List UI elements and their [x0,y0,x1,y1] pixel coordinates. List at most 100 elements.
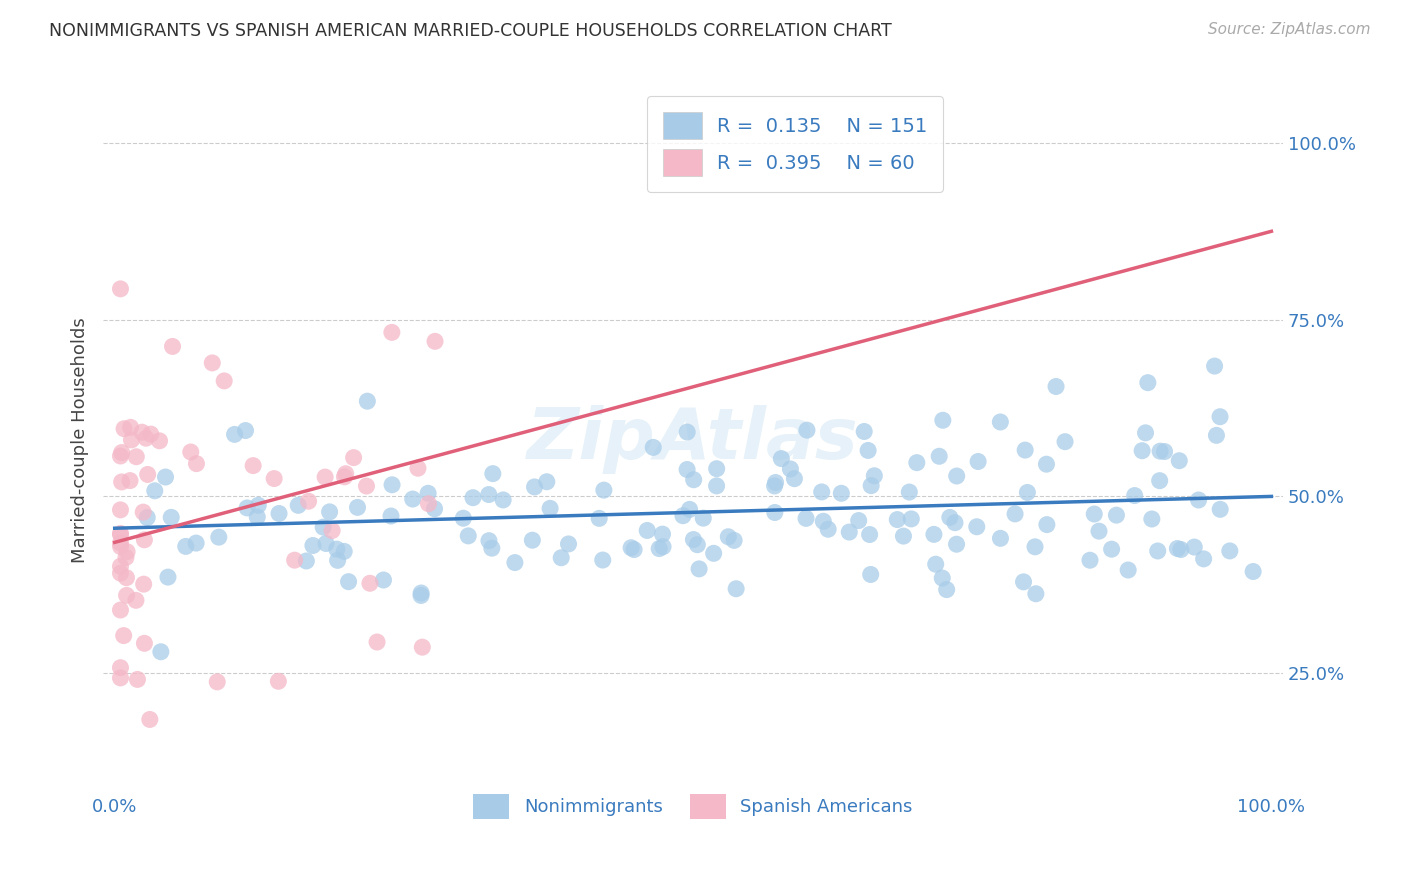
Point [115,571,138,585]
Point [863,468,886,483]
Point [1219,544,1241,558]
Point [723,533,745,548]
Point [118,474,141,488]
Point [492,492,515,507]
Point [120,433,142,447]
Point [333,470,356,484]
Point [110,566,132,581]
Point [1209,409,1232,424]
Point [898,485,921,500]
Point [174,540,197,554]
Point [247,498,270,512]
Point [457,529,479,543]
Point [224,427,246,442]
Point [651,527,673,541]
Point [648,541,671,556]
Point [110,282,132,296]
Point [326,553,349,567]
Point [267,674,290,689]
Point [783,472,806,486]
Point [136,510,159,524]
Point [201,356,224,370]
Text: Source: ZipAtlas.com: Source: ZipAtlas.com [1208,22,1371,37]
Point [110,527,132,541]
Point [267,507,290,521]
Point [423,501,446,516]
Point [208,530,231,544]
Point [1083,507,1105,521]
Point [346,500,368,515]
Point [263,472,285,486]
Point [706,479,728,493]
Point [922,527,945,541]
Point [149,645,172,659]
Point [1205,428,1227,442]
Point [1209,502,1232,516]
Point [110,603,132,617]
Point [337,574,360,589]
Point [184,536,207,550]
Point [131,425,153,440]
Point [186,457,208,471]
Point [125,593,148,607]
Point [380,508,402,523]
Point [886,512,908,526]
Point [321,524,343,538]
Point [1054,434,1077,449]
Point [1166,541,1188,556]
Point [110,449,132,463]
Point [1004,507,1026,521]
Point [763,506,786,520]
Point [406,461,429,475]
Text: ZipAtlas: ZipAtlas [527,405,859,475]
Point [817,522,839,536]
Point [284,553,307,567]
Point [359,576,381,591]
Point [235,424,257,438]
Point [411,586,433,600]
Point [523,480,546,494]
Point [931,571,953,585]
Point [481,541,503,556]
Point [418,497,440,511]
Point [139,713,162,727]
Point [135,431,157,445]
Point [1136,376,1159,390]
Point [110,540,132,554]
Point [725,582,748,596]
Point [813,514,835,528]
Point [557,537,579,551]
Point [779,462,801,476]
Point [478,487,501,501]
Point [592,553,614,567]
Point [1088,524,1111,538]
Point [859,527,882,541]
Point [967,454,990,468]
Legend: Nonimmigrants, Spanish Americans: Nonimmigrants, Spanish Americans [458,780,927,834]
Point [1140,512,1163,526]
Point [1045,379,1067,393]
Point [763,479,786,493]
Point [1187,493,1209,508]
Point [326,542,349,557]
Point [155,470,177,484]
Point [676,425,699,439]
Point [242,458,264,473]
Point [297,494,319,508]
Point [112,422,135,436]
Point [287,499,309,513]
Point [381,326,404,340]
Point [859,567,882,582]
Point [536,475,558,489]
Point [160,510,183,524]
Point [838,524,860,539]
Point [136,467,159,482]
Point [127,673,149,687]
Point [461,491,484,505]
Point [636,524,658,538]
Point [770,451,793,466]
Point [478,533,501,548]
Point [935,582,957,597]
Point [112,629,135,643]
Point [409,589,432,603]
